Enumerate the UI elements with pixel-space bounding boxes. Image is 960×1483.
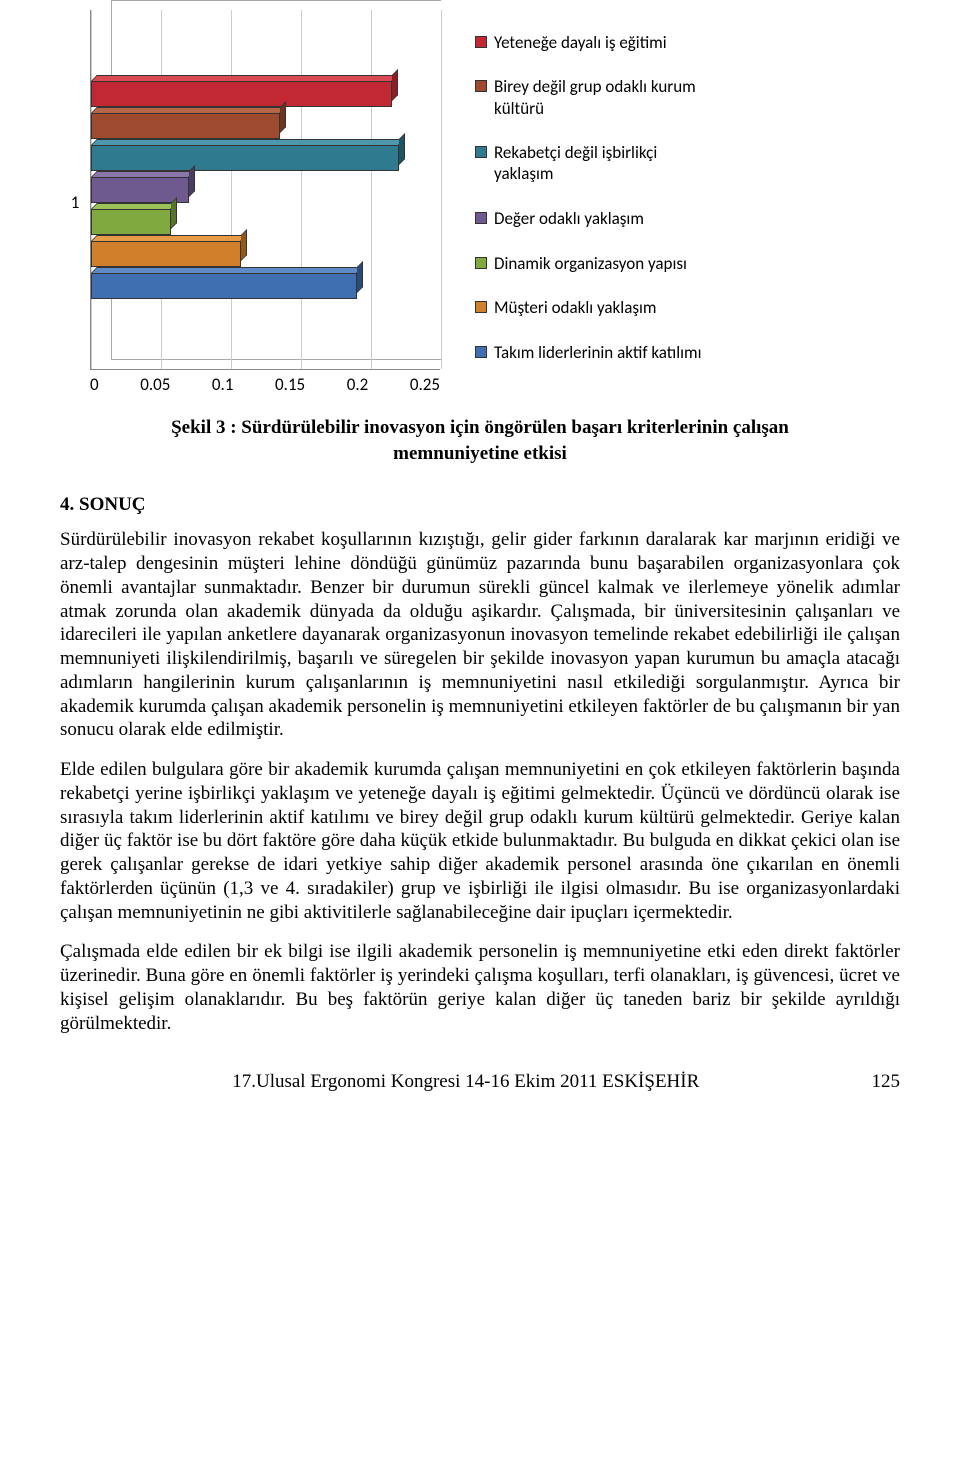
legend-item: Yeteneğe dayalı iş eğitimi <box>475 32 715 53</box>
plot-area <box>90 10 440 370</box>
bar-side-face <box>399 133 405 165</box>
legend-item: Müşteri odaklı yaklaşım <box>475 297 715 318</box>
bar-front <box>91 209 171 235</box>
bar-side-face <box>280 101 286 133</box>
legend-marker <box>475 346 487 358</box>
paragraph-2: Elde edilen bulgulara göre bir akademik … <box>60 758 900 924</box>
page-footer: 17.Ulusal Ergonomi Kongresi 14-16 Ekim 2… <box>60 1071 900 1093</box>
chart-bar <box>91 273 357 299</box>
chart-bar <box>91 81 392 107</box>
bar-side-face <box>241 229 247 261</box>
legend-item: Değer odaklı yaklaşım <box>475 208 715 229</box>
legend-label: Yeteneğe dayalı iş eğitimi <box>494 32 667 53</box>
bar-front <box>91 81 392 107</box>
chart-bar <box>91 113 280 139</box>
x-axis: 0 0.05 0.1 0.15 0.2 0.25 <box>90 374 440 395</box>
chart-legend: Yeteneğe dayalı iş eğitimi Birey değil gr… <box>475 10 715 395</box>
legend-marker <box>475 36 487 48</box>
legend-marker <box>475 212 487 224</box>
legend-label: Dinamik organizasyon yapısı <box>494 253 687 274</box>
figure-caption: Şekil 3 : Sürdürülebilir inovasyon için … <box>60 415 900 466</box>
caption-line-1: Şekil 3 : Sürdürülebilir inovasyon için … <box>171 417 789 438</box>
y-axis-label: 1 <box>60 10 90 395</box>
section-heading: 4. SONUÇ <box>60 494 900 516</box>
bar-front <box>91 273 357 299</box>
legend-label: Müşteri odaklı yaklaşım <box>494 297 656 318</box>
gridline <box>441 10 442 369</box>
gridline <box>231 10 232 369</box>
legend-item: Rekabetçi değil işbirlikçi yaklaşım <box>475 142 715 185</box>
gridline <box>301 10 302 369</box>
x-tick-label: 0.15 <box>275 374 305 395</box>
bar-side-face <box>171 197 177 229</box>
legend-item: Birey değil grup odaklı kurum kültürü <box>475 76 715 119</box>
paragraph-3: Çalışmada elde edilen bir ek bilgi ise i… <box>60 940 900 1035</box>
x-tick-label: 0.05 <box>140 374 170 395</box>
caption-line-2: memnuniyetine etkisi <box>393 443 567 464</box>
chart: 1 0 0.05 0.1 0.15 0.2 0.25 Yeteneğe dayalı iş… <box>60 10 900 395</box>
chart-bar <box>91 209 171 235</box>
bar-front <box>91 113 280 139</box>
bar-side-face <box>392 69 398 101</box>
paragraph-1: Sürdürülebilir inovasyon rekabet koşulla… <box>60 528 900 742</box>
chart-bar <box>91 241 241 267</box>
legend-label: Birey değil grup odaklı kurum kültürü <box>494 76 715 119</box>
legend-label: Rekabetçi değil işbirlikçi yaklaşım <box>494 142 715 185</box>
bar-side-face <box>189 165 195 197</box>
legend-item: Dinamik organizasyon yapısı <box>475 253 715 274</box>
legend-marker <box>475 80 487 92</box>
legend-marker <box>475 257 487 269</box>
bar-side-face <box>357 261 363 293</box>
bar-front <box>91 145 399 171</box>
x-tick-label: 0.25 <box>410 374 440 395</box>
x-tick-label: 0 <box>90 374 99 395</box>
x-tick-label: 0.1 <box>212 374 234 395</box>
gridline <box>371 10 372 369</box>
legend-label: Değer odaklı yaklaşım <box>494 208 644 229</box>
chart-bar <box>91 145 399 171</box>
footer-text: 17.Ulusal Ergonomi Kongresi 14-16 Ekim 2… <box>232 1071 699 1092</box>
legend-marker <box>475 301 487 313</box>
chart-plot-region: 1 0 0.05 0.1 0.15 0.2 0.25 <box>60 10 440 395</box>
x-tick-label: 0.2 <box>347 374 369 395</box>
bar-front <box>91 241 241 267</box>
footer-page-number: 125 <box>872 1071 901 1093</box>
legend-label: Takım liderlerinin aktif katılımı <box>494 342 702 363</box>
legend-marker <box>475 146 487 158</box>
legend-item: Takım liderlerinin aktif katılımı <box>475 342 715 363</box>
